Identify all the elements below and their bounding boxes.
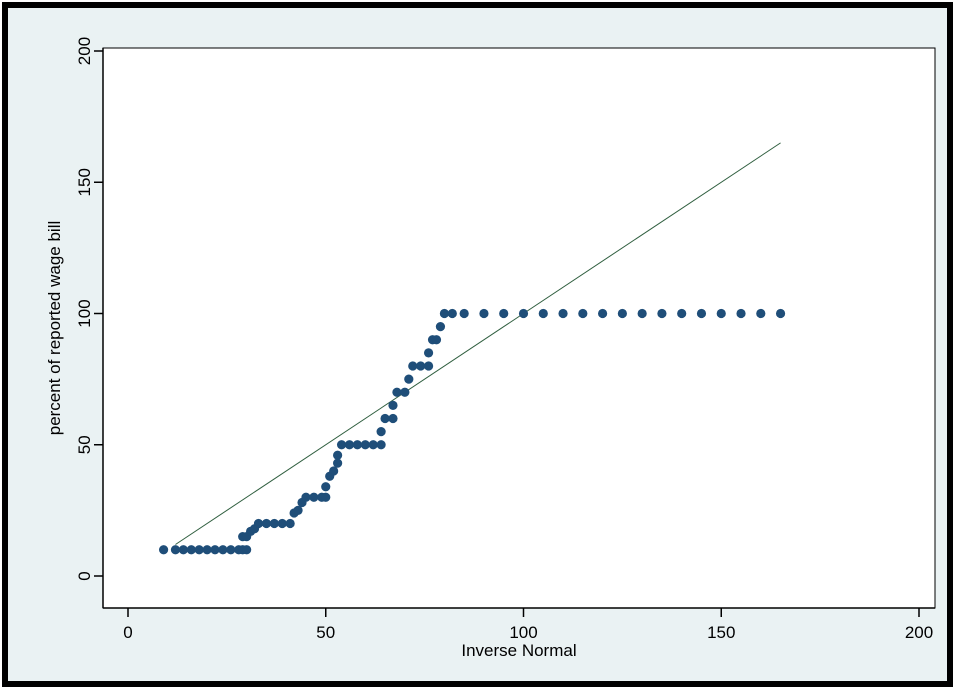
data-point [756,308,766,319]
plot-area [102,47,936,609]
y-axis-title: percent of reported wage bill [45,221,64,436]
data-point [657,308,667,319]
data-point [269,518,279,529]
x-tick-label: 50 [316,623,335,642]
data-point [479,308,489,319]
data-point [696,308,707,319]
data-point [392,387,402,397]
data-point [637,308,647,319]
y-tick-label: 50 [75,435,94,454]
x-tick-label: 100 [509,623,537,642]
data-point [309,492,319,502]
data-point [447,308,457,319]
data-point [435,322,446,332]
data-point [226,545,236,555]
data-point [253,518,264,529]
data-point [321,482,331,492]
data-point [261,518,272,529]
data-point [416,361,426,371]
data-point [368,440,378,450]
data-point [186,545,196,555]
data-point [333,450,343,460]
data-point [194,545,204,555]
data-point [775,308,786,319]
data-point [716,308,726,319]
data-point [336,440,347,450]
data-point [617,308,627,319]
data-points [158,308,786,555]
scatter-chart: 0 50 100 150 200 0 50 100 150 200 Inverse Normal… [45,37,936,660]
data-point [459,308,469,319]
data-point [210,545,220,555]
y-tick-label: 0 [75,571,94,580]
data-point [408,361,418,371]
x-tick-label: 150 [707,623,735,642]
data-point [400,387,410,397]
data-point [178,545,188,555]
data-point [170,545,181,555]
data-point [293,505,303,515]
data-point [360,440,370,450]
data-point [538,308,548,319]
data-point [301,492,311,502]
data-point [578,308,588,319]
data-point [423,348,434,358]
data-point [598,308,608,319]
x-axis-title: Inverse Normal [461,641,576,660]
data-point [158,545,169,555]
data-point [202,545,212,555]
data-point [321,492,331,502]
data-point [518,308,529,319]
data-point [333,458,343,468]
data-point [344,440,355,450]
data-point [277,518,287,529]
data-point [352,440,362,450]
data-point [423,361,434,371]
data-point [329,466,339,476]
data-point [499,308,509,319]
y-tick-label: 100 [75,299,94,327]
data-point [439,308,449,319]
x-tick-label: 200 [905,623,933,642]
data-point [218,545,228,555]
reference-line [175,142,781,545]
x-tick-label: 0 [123,623,132,642]
y-tick-label: 200 [75,37,94,65]
data-point [677,308,687,319]
data-point [558,308,568,319]
data-point [736,308,746,319]
data-point [388,413,398,424]
data-point [376,427,386,437]
y-axis-ticks: 0 50 100 150 200 [75,37,103,581]
data-point [285,518,295,529]
data-point [404,374,414,384]
data-point [431,335,442,345]
y-tick-label: 150 [75,168,94,196]
x-axis-ticks: 0 50 100 150 200 [123,608,933,642]
data-point [388,400,398,410]
data-point [376,440,386,450]
data-point [380,413,390,424]
data-point [242,545,252,555]
